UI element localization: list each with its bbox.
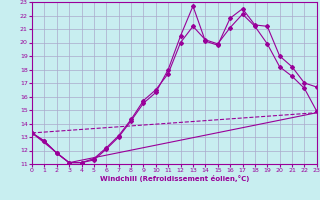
- X-axis label: Windchill (Refroidissement éolien,°C): Windchill (Refroidissement éolien,°C): [100, 175, 249, 182]
